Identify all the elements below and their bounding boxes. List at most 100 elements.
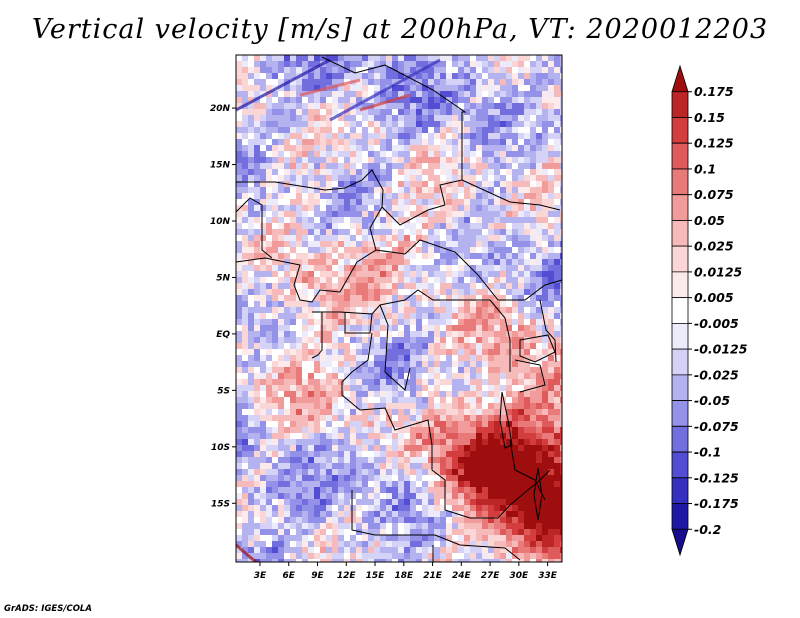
field-cell [254,103,260,109]
field-cell [296,307,302,313]
field-cell [434,439,440,445]
field-cell [386,187,392,193]
field-cell [308,205,314,211]
field-cell [296,541,302,547]
field-cell [356,385,362,391]
field-cell [488,151,494,157]
field-cell [344,295,350,301]
field-cell [524,427,530,433]
field-cell [392,337,398,343]
field-cell [518,97,524,103]
field-cell [554,319,560,325]
field-cell [332,73,338,79]
field-cell [284,193,290,199]
field-cell [320,67,326,73]
field-cell [506,559,512,562]
field-cell [482,139,488,145]
field-cell [560,517,562,523]
field-cell [326,355,332,361]
field-cell [422,493,428,499]
field-cell [296,205,302,211]
field-cell [254,403,260,409]
field-cell [260,289,266,295]
field-cell [290,157,296,163]
field-cell [434,127,440,133]
field-cell [530,265,536,271]
field-cell [428,115,434,121]
field-cell [548,91,554,97]
field-cell [344,235,350,241]
field-cell [512,163,518,169]
field-cell [554,379,560,385]
field-cell [560,295,562,301]
field-cell [452,145,458,151]
field-cell [368,73,374,79]
field-cell [272,121,278,127]
colorbar-label: 0.05 [694,213,725,228]
field-cell [554,241,560,247]
field-cell [518,151,524,157]
field-cell [236,67,242,73]
field-cell [476,307,482,313]
field-cell [452,373,458,379]
field-cell [560,433,562,439]
field-cell [392,325,398,331]
field-cell [488,493,494,499]
field-cell [446,487,452,493]
field-cell [236,475,242,481]
field-cell [446,517,452,523]
field-cell [278,505,284,511]
field-cell [404,541,410,547]
field-cell [320,427,326,433]
field-cell [368,91,374,97]
field-cell [416,529,422,535]
field-cell [560,421,562,427]
field-cell [458,409,464,415]
field-cell [404,205,410,211]
field-cell [440,505,446,511]
field-cell [374,133,380,139]
field-cell [350,229,356,235]
field-cell [344,307,350,313]
field-cell [422,361,428,367]
field-cell [248,139,254,145]
field-cell [428,205,434,211]
field-cell [350,529,356,535]
field-cell [386,499,392,505]
field-cell [548,289,554,295]
field-cell [536,247,542,253]
field-cell [374,283,380,289]
field-cell [302,139,308,145]
field-cell [542,211,548,217]
field-cell [338,457,344,463]
field-cell [344,187,350,193]
field-cell [524,151,530,157]
field-cell [488,121,494,127]
field-cell [422,331,428,337]
field-cell [308,355,314,361]
field-cell [446,331,452,337]
field-cell [362,247,368,253]
field-cell [470,103,476,109]
field-cell [434,445,440,451]
field-cell [464,103,470,109]
field-cell [554,529,560,535]
field-cell [278,463,284,469]
field-cell [464,175,470,181]
field-cell [260,337,266,343]
field-cell [452,55,458,61]
field-cell [536,349,542,355]
field-cell [326,481,332,487]
field-cell [476,553,482,559]
field-cell [500,331,506,337]
field-cell [428,67,434,73]
field-cell [530,307,536,313]
field-cell [530,199,536,205]
field-cell [278,313,284,319]
field-cell [422,61,428,67]
field-cell [362,85,368,91]
field-cell [278,67,284,73]
field-cell [422,415,428,421]
field-cell [476,361,482,367]
field-cell [458,499,464,505]
